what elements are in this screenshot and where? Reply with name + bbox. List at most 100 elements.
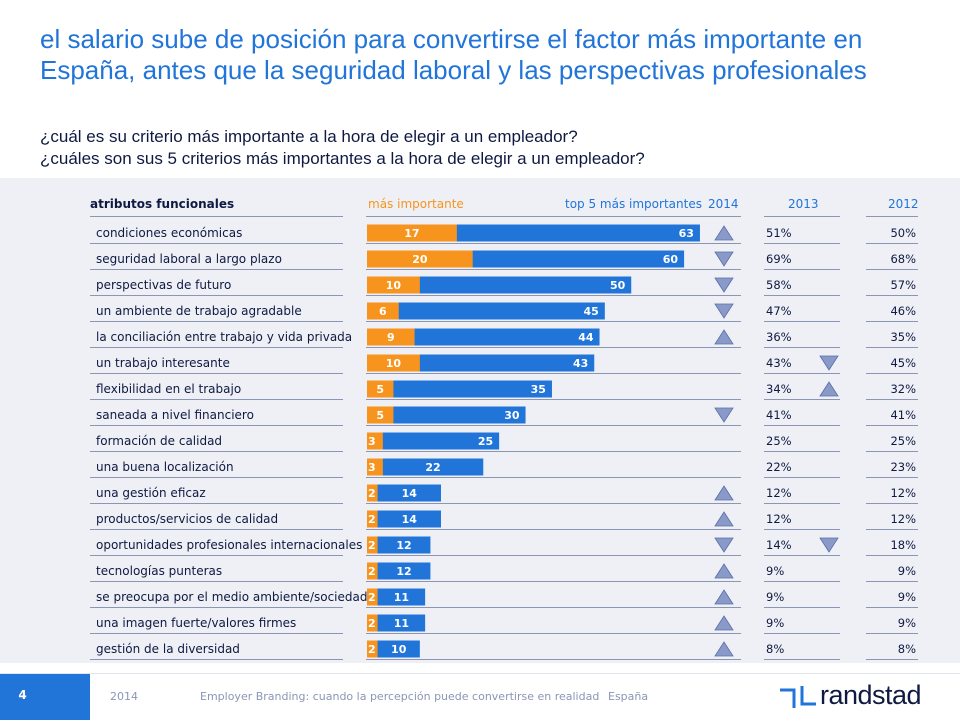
row-separator-bars	[366, 607, 741, 608]
row-separator-2012	[866, 399, 918, 400]
attribute-label: tecnologías punteras	[96, 564, 223, 578]
row-separator-2012	[866, 633, 918, 634]
row-separator-bars	[366, 243, 741, 244]
value-2012: 35%	[890, 330, 916, 344]
attribute-label: la conciliación entre trabajo y vida pri…	[96, 330, 353, 344]
row-separator-attributes	[90, 399, 343, 400]
row-separator-attributes	[90, 607, 343, 608]
value-2013: 12%	[766, 486, 792, 500]
attribute-label: seguridad laboral a largo plazo	[96, 252, 282, 266]
value-2012: 9%	[897, 616, 916, 630]
row-separator-2013	[764, 477, 840, 478]
row-separator-attributes	[90, 295, 343, 296]
header-2014: 2014	[708, 197, 739, 211]
row-separator-attributes	[90, 347, 343, 348]
header-separator-2013	[764, 216, 840, 217]
row-separator-attributes	[90, 243, 343, 244]
row-separator-2012	[866, 477, 918, 478]
row-separator-bars	[366, 425, 741, 426]
row-separator-bars	[366, 347, 741, 348]
row-separator-2012	[866, 243, 918, 244]
attribute-label: un ambiente de trabajo agradable	[96, 304, 302, 318]
value-2012: 68%	[890, 252, 916, 266]
row-separator-2013	[764, 529, 840, 530]
row-separator-attributes	[90, 477, 343, 478]
value-2013: 41%	[766, 408, 792, 422]
value-2013: 69%	[766, 252, 792, 266]
row-separator-2013	[764, 659, 840, 660]
row-separator-2013	[764, 607, 840, 608]
value-2012: 12%	[890, 512, 916, 526]
footer-year: 2014	[110, 690, 138, 703]
row-separator-2013	[764, 269, 840, 270]
value-2012: 23%	[890, 460, 916, 474]
row-separator-2013	[764, 321, 840, 322]
row-separator-2013	[764, 503, 840, 504]
row-separator-2012	[866, 451, 918, 452]
row-separator-2012	[866, 607, 918, 608]
value-2012: 12%	[890, 486, 916, 500]
row-separator-bars	[366, 399, 741, 400]
row-separator-bars	[366, 503, 741, 504]
row-separator-attributes	[90, 529, 343, 530]
row-separator-attributes	[90, 659, 343, 660]
attribute-label: gestión de la diversidad	[96, 642, 240, 656]
attribute-label: una gestión eficaz	[96, 486, 206, 500]
value-2013: 25%	[766, 434, 792, 448]
row-separator-2012	[866, 503, 918, 504]
header-2013: 2013	[788, 197, 819, 211]
row-separator-bars	[366, 659, 741, 660]
attribute-label: condiciones económicas	[96, 226, 243, 240]
value-2013: 22%	[766, 460, 792, 474]
value-2013: 51%	[766, 226, 792, 240]
value-2013: 47%	[766, 304, 792, 318]
row-separator-2013	[764, 451, 840, 452]
row-separator-2013	[764, 555, 840, 556]
question-2: ¿cuáles son sus 5 criterios más importan…	[40, 149, 645, 168]
row-separator-2012	[866, 529, 918, 530]
row-separator-2012	[866, 295, 918, 296]
attribute-label: un trabajo interesante	[96, 356, 230, 370]
header-separator-2012	[866, 216, 918, 217]
row-separator-2013	[764, 373, 840, 374]
value-2012: 41%	[890, 408, 916, 422]
page-number: 4	[18, 688, 27, 702]
value-2013: 34%	[766, 382, 792, 396]
title-line-2: España, antes que la seguridad laboral y…	[40, 55, 867, 85]
value-2013: 14%	[766, 538, 792, 552]
page-title: el salario sube de posición para convert…	[40, 24, 940, 86]
row-separator-2012	[866, 659, 918, 660]
value-2012: 57%	[890, 278, 916, 292]
row-separator-2013	[764, 347, 840, 348]
footer-country: España	[608, 690, 649, 703]
header-attributes: atributos funcionales	[90, 197, 235, 211]
row-separator-2013	[764, 295, 840, 296]
value-2013: 36%	[766, 330, 792, 344]
row-separator-2012	[866, 581, 918, 582]
value-2012: 9%	[897, 564, 916, 578]
header-separator-attributes	[90, 216, 343, 217]
value-2012: 32%	[890, 382, 916, 396]
value-2012: 50%	[890, 226, 916, 240]
value-2012: 45%	[890, 356, 916, 370]
row-separator-bars	[366, 633, 741, 634]
value-2013: 8%	[766, 642, 785, 656]
row-separator-2012	[866, 425, 918, 426]
value-2013: 9%	[766, 564, 785, 578]
row-separator-bars	[366, 477, 741, 478]
attribute-label: perspectivas de futuro	[96, 278, 232, 292]
row-separator-attributes	[90, 425, 343, 426]
randstad-logo-icon	[780, 686, 816, 708]
row-separator-bars	[366, 269, 741, 270]
row-separator-bars	[366, 373, 741, 374]
row-separator-attributes	[90, 555, 343, 556]
page-number-box	[0, 674, 90, 720]
attribute-label: saneada a nivel financiero	[96, 408, 254, 422]
footer	[0, 673, 960, 721]
row-separator-2012	[866, 321, 918, 322]
attribute-label: oportunidades profesionales internaciona…	[96, 538, 363, 552]
row-separator-bars	[366, 555, 741, 556]
value-2013: 43%	[766, 356, 792, 370]
row-separator-attributes	[90, 451, 343, 452]
row-separator-2012	[866, 373, 918, 374]
